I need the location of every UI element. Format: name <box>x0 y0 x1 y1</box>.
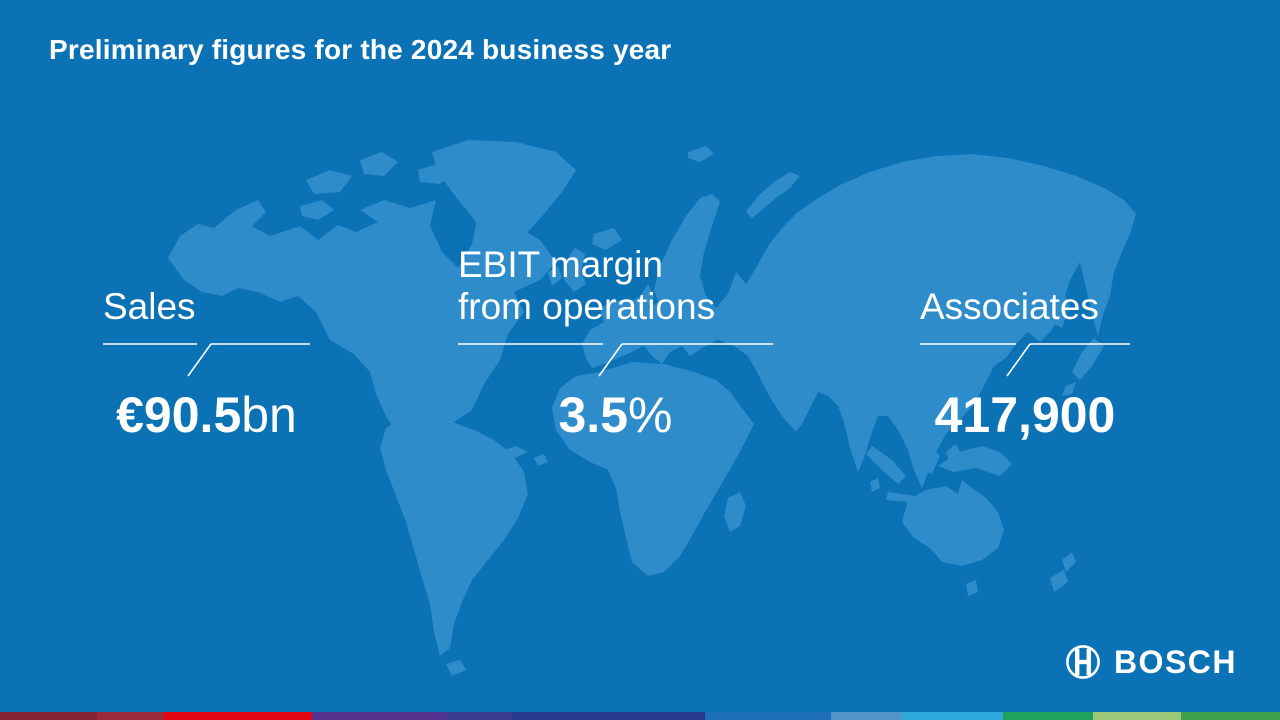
value-unit: % <box>628 387 673 443</box>
stripe-segment <box>705 712 831 720</box>
stripe-segment <box>1093 712 1182 720</box>
bosch-logo: BOSCH <box>1065 644 1237 680</box>
metric-ebit-margin: EBIT margin from operations 3.5% <box>458 244 773 442</box>
metric-associates: Associates 417,900 <box>920 244 1130 442</box>
stripe-segment <box>1181 712 1280 720</box>
metric-associates-label: Associates <box>920 244 1130 328</box>
stripe-segment <box>163 712 313 720</box>
metric-sales: Sales €90.5bn <box>103 244 310 442</box>
anchor-line-graphic <box>920 343 1130 377</box>
slide-title: Preliminary figures for the 2024 busines… <box>49 34 672 65</box>
stripe-segment <box>830 712 903 720</box>
metric-ebit-value: 3.5% <box>458 388 773 442</box>
metric-label-line: Sales <box>103 286 196 327</box>
anchor-line-graphic <box>458 343 773 377</box>
metric-sales-value: €90.5bn <box>103 388 310 442</box>
value-unit: bn <box>241 387 297 443</box>
metric-label-line: Associates <box>920 286 1099 327</box>
stripe-segment <box>97 712 164 720</box>
bosch-wordmark: BOSCH <box>1113 644 1237 680</box>
value-strong: 417,900 <box>934 387 1116 443</box>
metric-label-line: EBIT margin <box>458 244 663 285</box>
metric-sales-label: Sales <box>103 244 310 328</box>
stripe-segment <box>312 712 447 720</box>
stripe-segment <box>902 712 1004 720</box>
stripe-segment <box>1003 712 1094 720</box>
value-strong: 3.5 <box>558 387 629 443</box>
metric-label-line: from operations <box>458 286 716 327</box>
metric-associates-value: 417,900 <box>920 388 1130 442</box>
metric-ebit-label: EBIT margin from operations <box>458 244 773 328</box>
stripe-segment <box>446 712 512 720</box>
stripe-segment <box>0 712 98 720</box>
value-strong: €90.5 <box>116 387 242 443</box>
brand-color-stripe <box>0 712 1280 720</box>
bosch-anchor-icon <box>1066 645 1100 679</box>
stripe-segment <box>511 712 706 720</box>
anchor-line-graphic <box>103 343 310 377</box>
